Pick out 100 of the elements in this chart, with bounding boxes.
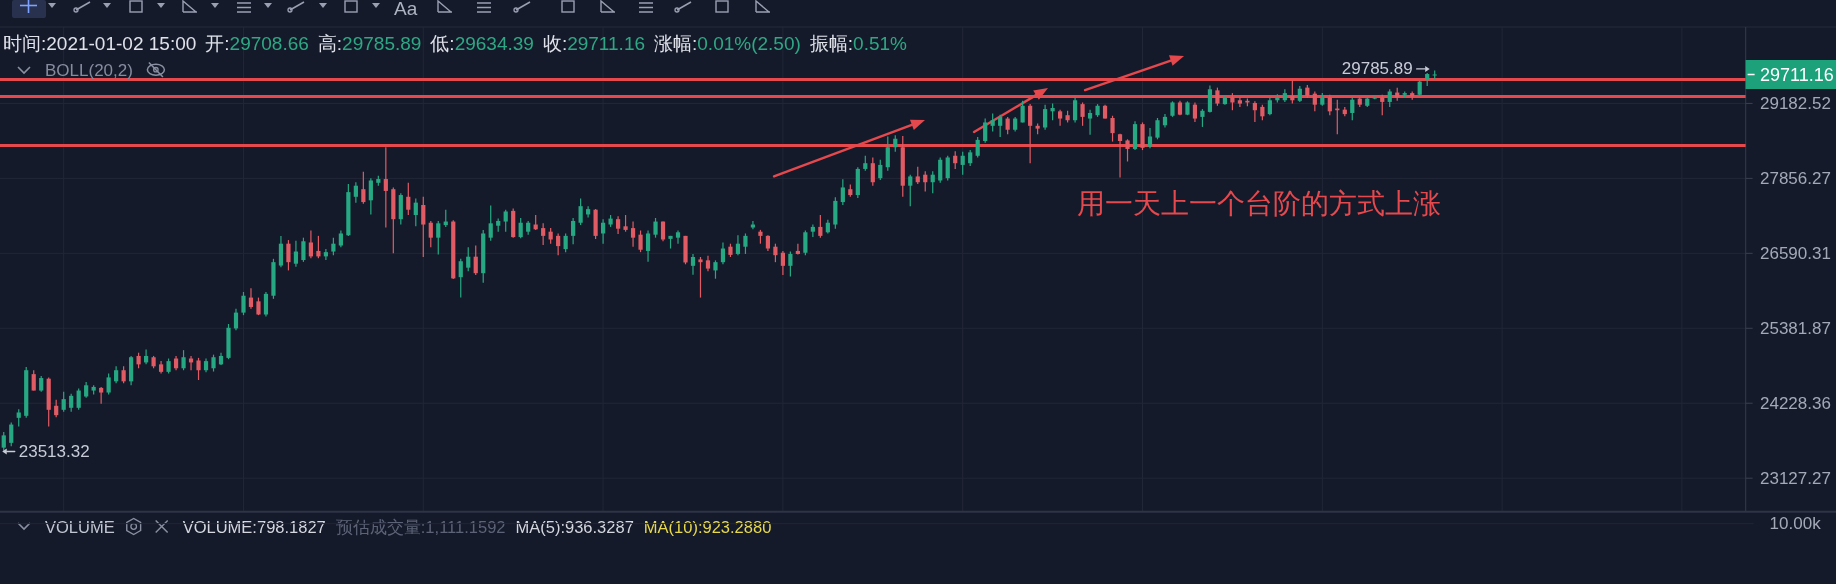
candlestick [795, 243, 800, 256]
candlestick [413, 197, 418, 227]
candlestick [945, 155, 950, 182]
candlestick [578, 197, 583, 226]
candlestick [241, 291, 246, 316]
candlestick [1140, 121, 1145, 151]
header-label: 收: [542, 32, 568, 54]
candlestick [938, 156, 943, 184]
candlestick [750, 220, 756, 230]
candlestick [503, 209, 508, 233]
candlestick [488, 204, 493, 242]
candlestick [1252, 100, 1257, 123]
candlestick [286, 239, 291, 272]
candlestick [1192, 101, 1198, 123]
y-tick-label: 24228.36 [1760, 393, 1831, 413]
header-label: 高: [317, 32, 343, 54]
candlestick [638, 229, 643, 253]
candlestick [690, 253, 696, 276]
y-tick-label: 25381.87 [1760, 318, 1831, 338]
header-label: 开: [205, 32, 230, 54]
candlestick [630, 220, 636, 248]
candlestick [1072, 96, 1078, 124]
candlestick [1327, 94, 1332, 116]
candlestick [1028, 103, 1033, 164]
candlestick [353, 181, 358, 204]
header-value: 0.01%(2.50) [697, 32, 801, 54]
indicator-label: BOLL(20,2) [45, 61, 133, 80]
candlestick [571, 217, 576, 245]
candlestick [248, 287, 254, 310]
header-value: 0.51% [853, 32, 907, 54]
low-label: 23513.32 [18, 442, 90, 461]
candlestick [1087, 109, 1093, 136]
candlestick [675, 229, 681, 245]
y-tick-label: 29182.52 [1760, 93, 1831, 113]
candlestick [743, 232, 748, 255]
candlestick [1110, 115, 1115, 143]
candlestick [293, 240, 299, 268]
candlestick [301, 237, 306, 263]
volume-title: VOLUME [45, 517, 115, 536]
header-label: 涨幅: [654, 32, 698, 54]
candlestick [1117, 133, 1123, 179]
candlestick [833, 196, 838, 230]
candlestick [421, 196, 426, 258]
candlestick [263, 291, 269, 317]
header-label: 振幅: [809, 32, 854, 54]
candlestick [713, 259, 718, 280]
candlestick [1125, 138, 1130, 163]
candlestick [1350, 96, 1355, 121]
y-tick-label: 26590.31 [1760, 243, 1831, 263]
candlestick [998, 114, 1003, 138]
candlestick [563, 232, 568, 253]
candlestick [196, 357, 201, 381]
volume-value: 预估成交量:1,111.1592 [335, 517, 506, 536]
candlestick [1080, 101, 1085, 127]
volume-value: VOLUME:798.1827 [182, 517, 326, 536]
candlestick [316, 235, 321, 259]
candlestick [720, 241, 726, 265]
candlestick [106, 372, 111, 396]
header-value: 29708.66 [229, 32, 309, 54]
candlestick [810, 223, 815, 238]
candlestick [278, 235, 284, 268]
candlestick [818, 214, 823, 239]
candlestick [76, 387, 81, 411]
candlestick [9, 421, 14, 447]
header-label: 时间:2021-01-02 15:00 [3, 32, 197, 54]
candlestick [1043, 104, 1048, 131]
note: 用一天上一个台阶的方式上涨 [1076, 187, 1441, 219]
candlestick [1, 431, 6, 453]
candlestick [541, 222, 546, 246]
price-tag-label: 29711.16 [1760, 64, 1834, 85]
candlestick [586, 205, 591, 218]
candlestick [458, 258, 463, 299]
candlestick [361, 171, 366, 205]
header-value: 29785.89 [342, 32, 422, 54]
candlestick [983, 117, 988, 144]
candlestick [233, 308, 239, 331]
candlestick [1237, 96, 1242, 108]
candlestick [1215, 87, 1220, 107]
candlestick [885, 135, 890, 172]
header-label: 低: [430, 32, 455, 54]
candlestick [1155, 117, 1160, 140]
candlestick [645, 229, 651, 263]
candlestick [556, 232, 561, 256]
candlestick [308, 229, 314, 259]
candlestick [870, 156, 875, 187]
candlestick [31, 369, 36, 392]
header-value: 29634.39 [454, 32, 534, 54]
header-value: 29711.16 [567, 32, 645, 54]
candlestick [735, 234, 741, 256]
candlestick [653, 217, 658, 239]
high-label: 29785.89 [1341, 59, 1413, 79]
candlestick [368, 177, 373, 216]
candlestick [383, 146, 388, 229]
candlestick [908, 174, 913, 207]
volume-value: MA(5):936.3287 [515, 517, 634, 536]
y-tick-label: 27856.27 [1760, 168, 1831, 188]
candlestick [428, 220, 433, 248]
candlestick [780, 250, 785, 276]
candlestick [1207, 84, 1213, 114]
candlestick [960, 151, 965, 176]
